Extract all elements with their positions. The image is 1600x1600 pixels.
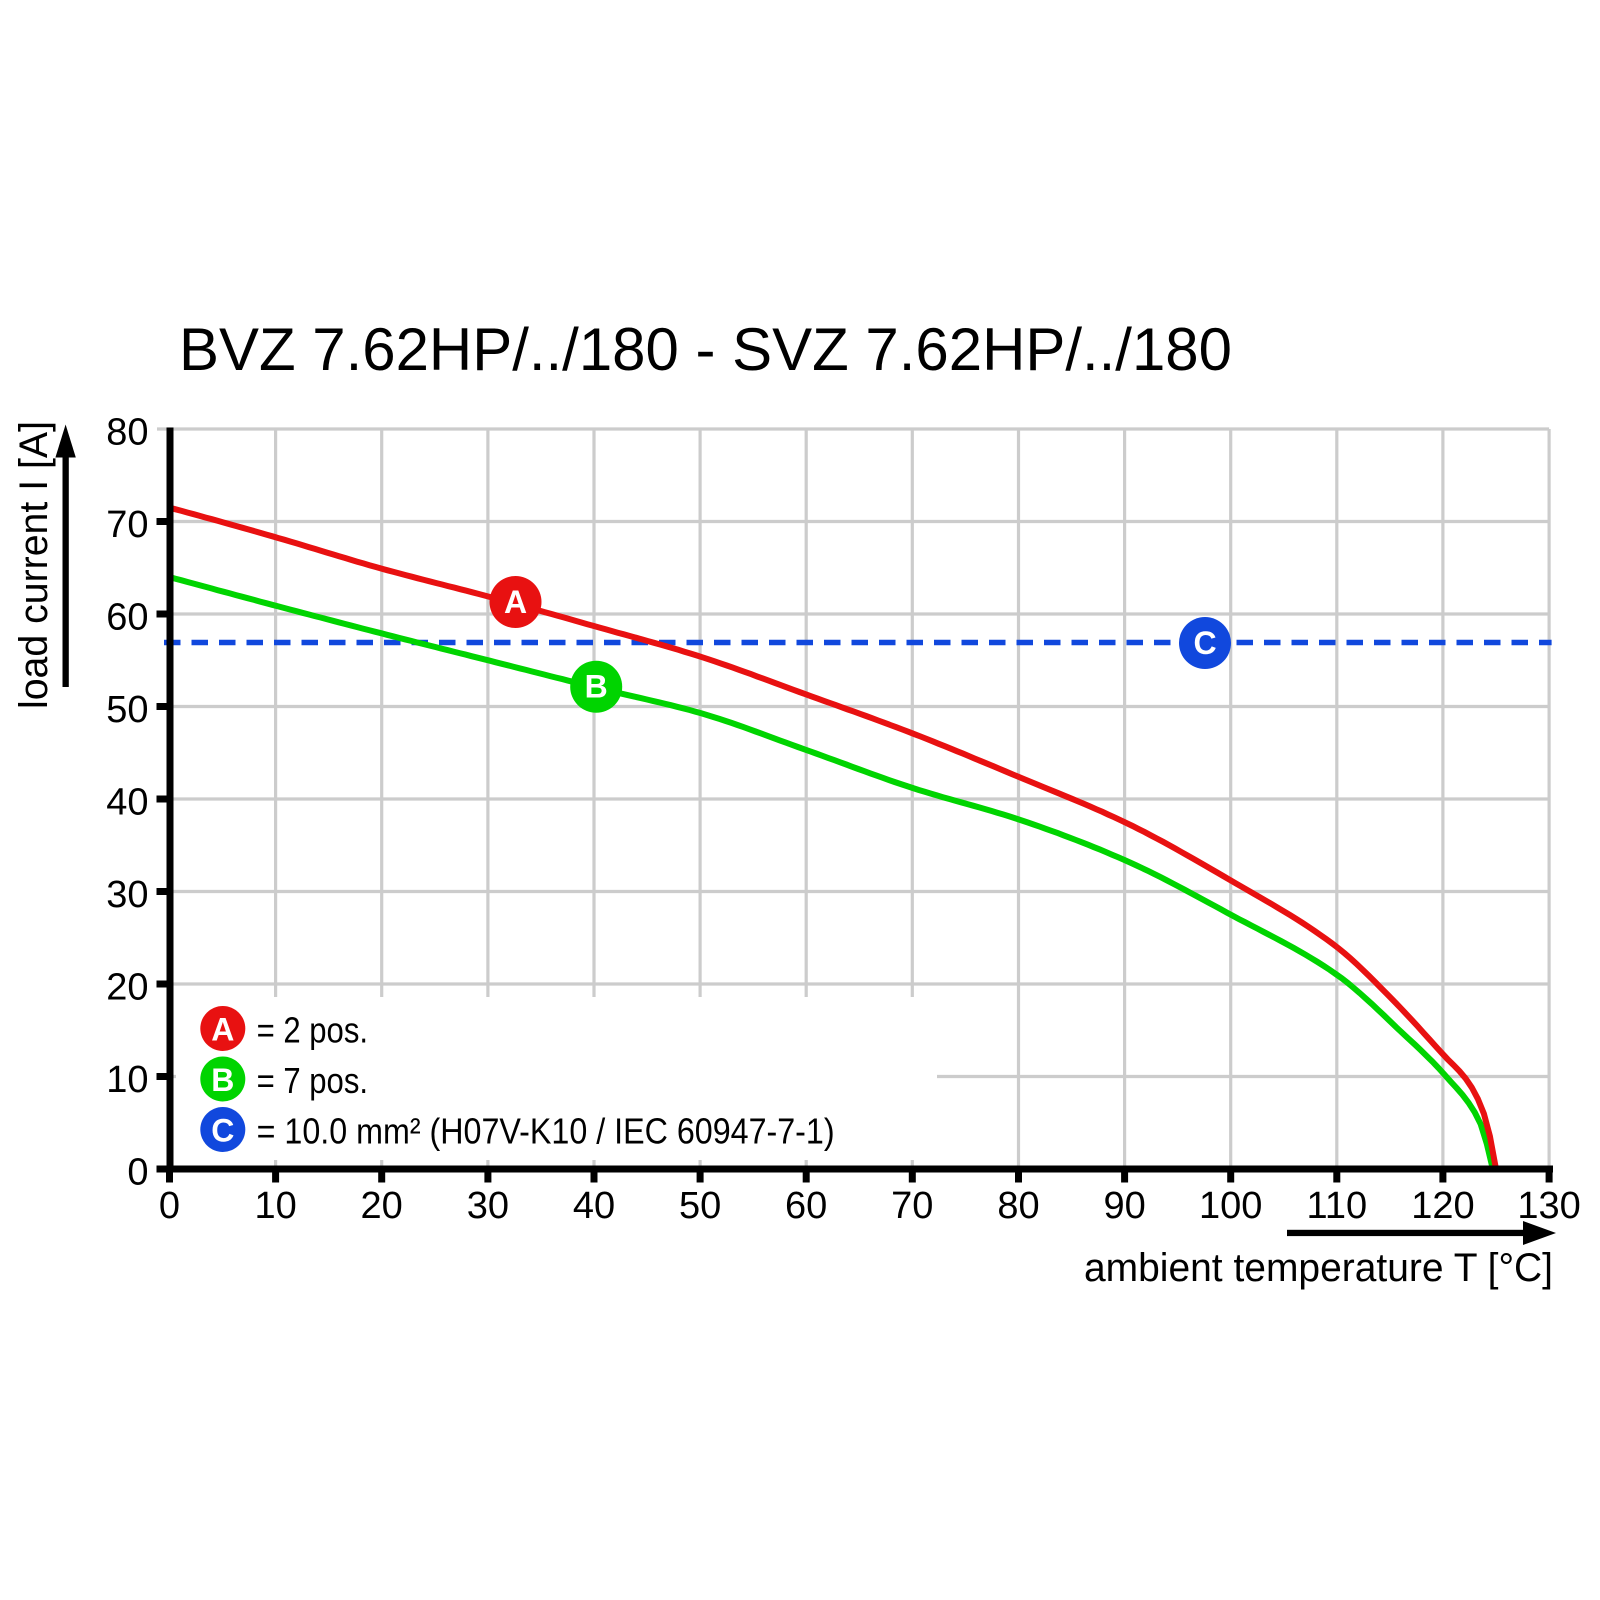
svg-text:10: 10 xyxy=(254,1185,296,1227)
svg-text:20: 20 xyxy=(361,1185,403,1227)
svg-text:40: 40 xyxy=(106,782,148,824)
svg-text:40: 40 xyxy=(573,1185,615,1227)
svg-text:70: 70 xyxy=(106,504,148,546)
svg-text:= 10.0 mm² (H07V-K10 / IEC 609: = 10.0 mm² (H07V-K10 / IEC 60947-7-1) xyxy=(257,1111,835,1152)
svg-text:130: 130 xyxy=(1517,1185,1580,1227)
svg-text:B: B xyxy=(585,669,608,705)
svg-text:0: 0 xyxy=(127,1152,148,1194)
svg-text:80: 80 xyxy=(997,1185,1039,1227)
svg-text:120: 120 xyxy=(1411,1185,1474,1227)
svg-text:110: 110 xyxy=(1307,1185,1368,1227)
svg-text:50: 50 xyxy=(106,689,148,731)
svg-text:C: C xyxy=(211,1113,234,1149)
svg-text:10: 10 xyxy=(106,1059,148,1101)
svg-text:= 7 pos.: = 7 pos. xyxy=(257,1060,368,1101)
svg-text:= 2 pos.: = 2 pos. xyxy=(257,1010,368,1051)
svg-text:100: 100 xyxy=(1199,1185,1262,1227)
svg-text:B: B xyxy=(211,1062,234,1098)
svg-text:70: 70 xyxy=(891,1185,933,1227)
svg-text:0: 0 xyxy=(159,1185,180,1227)
svg-text:BVZ 7.62HP/../180 - SVZ 7.62HP: BVZ 7.62HP/../180 - SVZ 7.62HP/../180 xyxy=(179,316,1232,383)
svg-text:A: A xyxy=(211,1012,234,1048)
svg-text:60: 60 xyxy=(106,597,148,639)
svg-text:C: C xyxy=(1193,625,1216,661)
svg-text:60: 60 xyxy=(785,1185,827,1227)
svg-text:30: 30 xyxy=(467,1185,509,1227)
svg-text:load current I [A]: load current I [A] xyxy=(12,421,56,709)
svg-text:30: 30 xyxy=(106,874,148,916)
svg-text:80: 80 xyxy=(106,412,148,454)
svg-text:A: A xyxy=(504,584,527,620)
svg-text:20: 20 xyxy=(106,967,148,1009)
svg-text:ambient temperature T [°C]: ambient temperature T [°C] xyxy=(1084,1246,1553,1290)
svg-text:90: 90 xyxy=(1103,1185,1145,1227)
svg-text:50: 50 xyxy=(679,1185,721,1227)
